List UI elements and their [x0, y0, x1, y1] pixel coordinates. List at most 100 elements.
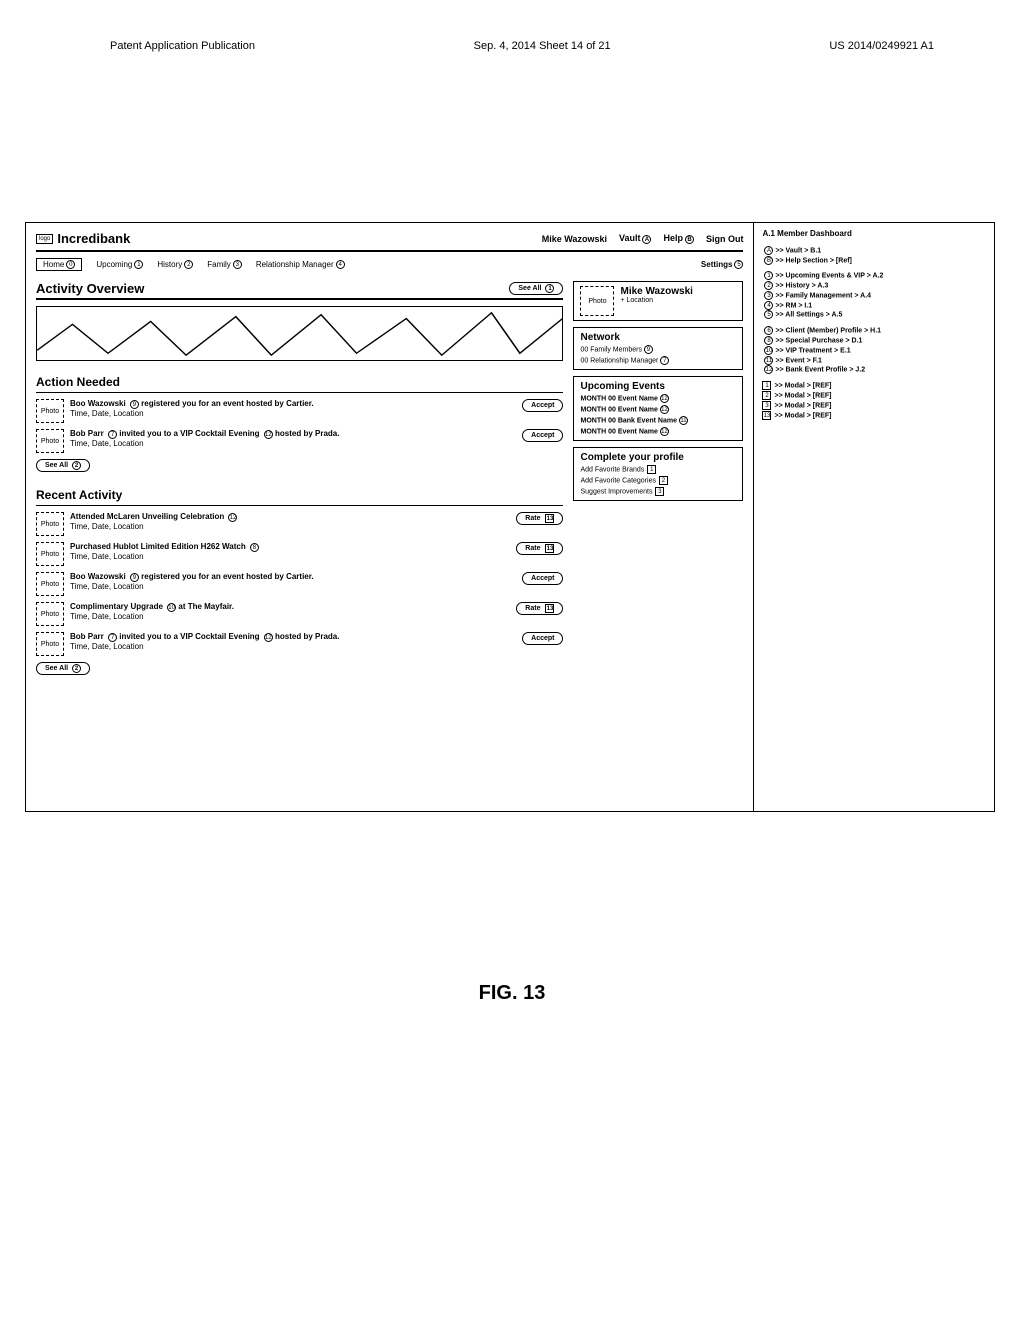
mark-icon: 7: [108, 430, 117, 439]
anno-title: A.1 Member Dashboard: [762, 229, 986, 240]
photo-icon: Photo: [36, 602, 64, 626]
tab-family[interactable]: Family3: [207, 260, 242, 269]
mark-icon: 9: [130, 400, 139, 409]
mark-icon: 4: [764, 301, 773, 310]
mark-icon: 12: [764, 365, 773, 374]
mark-sq-icon: 1: [647, 465, 656, 474]
mark-icon: 8: [250, 543, 259, 552]
mark-icon: 2: [72, 461, 81, 470]
figure-wrap: logo Incredibank Mike Wazowski VaultA He…: [25, 222, 995, 812]
pub-left: Patent Application Publication: [110, 40, 255, 52]
mark-2-icon: 2: [184, 260, 193, 269]
main-columns: Activity Overview See All1 Action Needed…: [36, 281, 743, 675]
pub-right: US 2014/0249921 A1: [829, 40, 934, 52]
photo-icon: Photo: [36, 399, 64, 423]
rate-button[interactable]: Rate13: [516, 542, 563, 555]
top-user[interactable]: Mike Wazowski: [542, 234, 607, 244]
rate-button[interactable]: Rate13: [516, 602, 563, 615]
recent-item: Photo Boo Wazowski 9 registered you for …: [36, 572, 563, 596]
mark-icon: 9: [130, 573, 139, 582]
mark-sq-icon: 13: [762, 411, 771, 420]
app-top-bar: logo Incredibank Mike Wazowski VaultA He…: [36, 231, 743, 252]
mark-icon: 12: [660, 394, 669, 403]
chart-line: [37, 313, 562, 355]
recent-item: Photo Purchased Hublot Limited Edition H…: [36, 542, 563, 566]
upcoming-row[interactable]: MONTH 00 Bank Event Name11: [580, 416, 736, 425]
top-vault[interactable]: VaultA: [619, 233, 652, 243]
accept-button[interactable]: Accept: [522, 572, 563, 585]
mark-icon: 12: [264, 430, 273, 439]
overview-seeall-button[interactable]: See All1: [509, 282, 563, 295]
complete-row[interactable]: Add Favorite Brands1: [580, 465, 736, 474]
action-item: Photo Bob Parr 7 invited you to a VIP Co…: [36, 429, 563, 453]
mark-icon: 12: [228, 513, 237, 522]
divider: [36, 505, 563, 506]
activity-chart: [36, 306, 563, 361]
accept-button[interactable]: Accept: [522, 399, 563, 412]
figure-label: FIG. 13: [0, 982, 1024, 1005]
mark-icon: 12: [264, 633, 273, 642]
mark-icon: 2: [764, 281, 773, 290]
nav-tabs: Home0 Upcoming1 History2 Family3 Relatio…: [36, 258, 345, 271]
mark-5-icon: 5: [734, 260, 743, 269]
mark-sq-icon: 13: [545, 544, 554, 553]
network-row: 00 Relationship Manager7: [580, 356, 736, 365]
profile-name: Mike Wazowski: [620, 286, 692, 297]
complete-row[interactable]: Add Favorite Categories2: [580, 476, 736, 485]
upcoming-row[interactable]: MONTH 00 Event Name12: [580, 427, 736, 436]
network-title: Network: [580, 332, 736, 343]
mark-sq-icon: 13: [545, 604, 554, 613]
app-mock: logo Incredibank Mike Wazowski VaultA He…: [26, 223, 754, 811]
complete-profile-panel: Complete your profile Add Favorite Brand…: [573, 447, 743, 501]
action-needed-title: Action Needed: [36, 375, 563, 389]
upcoming-panel: Upcoming Events MONTH 00 Event Name12 MO…: [573, 376, 743, 441]
mark-icon: 9: [644, 345, 653, 354]
profile-photo-icon: Photo: [580, 286, 614, 316]
tab-rm[interactable]: Relationship Manager4: [256, 260, 345, 269]
mark-icon: 0: [66, 260, 75, 269]
nav-row: Home0 Upcoming1 History2 Family3 Relatio…: [36, 252, 743, 275]
action-item: Photo Boo Wazowski 9 registered you for …: [36, 399, 563, 423]
divider: [36, 392, 563, 393]
photo-icon: Photo: [36, 512, 64, 536]
recent-item: Photo Bob Parr 7 invited you to a VIP Co…: [36, 632, 563, 656]
mark-icon: 12: [660, 427, 669, 436]
photo-icon: Photo: [36, 542, 64, 566]
photo-icon: Photo: [36, 632, 64, 656]
mark-b-icon: B: [685, 235, 694, 244]
mark-4-icon: 4: [336, 260, 345, 269]
brand: logo Incredibank: [36, 231, 130, 246]
upcoming-row[interactable]: MONTH 00 Event Name12: [580, 394, 736, 403]
accept-button[interactable]: Accept: [522, 429, 563, 442]
top-help[interactable]: HelpB: [663, 233, 694, 243]
tab-settings[interactable]: Settings5: [701, 260, 744, 269]
accept-button[interactable]: Accept: [522, 632, 563, 645]
overview-title: Activity Overview: [36, 281, 144, 296]
profile-box: Photo Mike Wazowski + Location: [573, 281, 743, 321]
recent-title: Recent Activity: [36, 488, 563, 502]
profile-location[interactable]: + Location: [620, 297, 692, 304]
tab-home[interactable]: Home0: [36, 258, 82, 271]
recent-seeall-button[interactable]: See All2: [36, 662, 90, 675]
top-signout[interactable]: Sign Out: [706, 234, 744, 244]
mark-icon: 3: [764, 291, 773, 300]
pub-center: Sep. 4, 2014 Sheet 14 of 21: [474, 40, 611, 52]
mark-sq-icon: 1: [762, 381, 771, 390]
mark-icon: B: [764, 256, 773, 265]
action-seeall-button[interactable]: See All2: [36, 459, 90, 472]
upcoming-title: Upcoming Events: [580, 381, 736, 392]
upcoming-row[interactable]: MONTH 00 Event Name12: [580, 405, 736, 414]
tab-history[interactable]: History2: [157, 260, 193, 269]
mark-icon: 11: [679, 416, 688, 425]
rate-button[interactable]: Rate13: [516, 512, 563, 525]
right-column: Photo Mike Wazowski + Location Network 0…: [573, 281, 743, 675]
recent-item: Photo Complimentary Upgrade 10 at The Ma…: [36, 602, 563, 626]
tab-upcoming[interactable]: Upcoming1: [96, 260, 143, 269]
mark-a-icon: A: [642, 235, 651, 244]
divider: [36, 298, 563, 300]
mark-sq-icon: 13: [545, 514, 554, 523]
photo-icon: Photo: [36, 429, 64, 453]
complete-row[interactable]: Suggest Improvements3: [580, 487, 736, 496]
top-links: Mike Wazowski VaultA HelpB Sign Out: [542, 233, 744, 243]
logo-icon: logo: [36, 234, 53, 244]
